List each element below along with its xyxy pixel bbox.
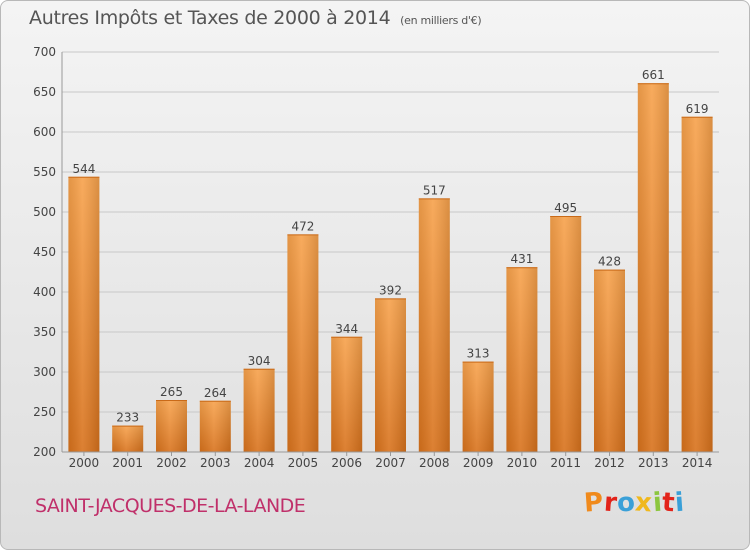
x-tick-label: 2002: [156, 456, 187, 470]
x-tick-label: 2010: [507, 456, 538, 470]
bar-shading: [375, 298, 406, 452]
data-label: 472: [291, 219, 314, 233]
data-label: 661: [642, 68, 665, 82]
data-label: 392: [379, 283, 402, 297]
data-label: 544: [72, 162, 95, 176]
data-label: 431: [510, 252, 533, 266]
data-label: 304: [248, 354, 271, 368]
logo-letter: P: [582, 487, 605, 519]
y-tick-label: 400: [33, 285, 56, 299]
chart-title-unit: (en milliers d'€): [400, 14, 482, 27]
x-tick-label: 2012: [594, 456, 625, 470]
y-tick-label: 350: [33, 325, 56, 339]
bar-shading: [199, 400, 231, 452]
x-tick-label: 2000: [69, 456, 100, 470]
y-tick-label: 550: [33, 165, 56, 179]
bar-shading: [243, 368, 275, 452]
bar-shading: [550, 216, 582, 452]
logo-letter: i: [673, 487, 686, 519]
y-tick-label: 450: [33, 245, 56, 259]
bar-shading: [681, 116, 713, 453]
y-tick-label: 250: [33, 405, 56, 419]
data-label: 344: [335, 322, 358, 336]
y-tick-label: 300: [33, 365, 56, 379]
x-tick-label: 2011: [550, 456, 581, 470]
bar-shading: [418, 198, 450, 452]
x-tick-label: 2014: [682, 456, 713, 470]
bar-shading: [287, 234, 319, 452]
y-tick-label: 650: [33, 85, 56, 99]
y-tick-label: 600: [33, 125, 56, 139]
bar-shading: [331, 336, 363, 452]
logo-letter: x: [634, 487, 654, 519]
data-label: 233: [116, 411, 139, 425]
x-tick-label: 2005: [288, 456, 319, 470]
data-label: 495: [554, 201, 577, 215]
data-label: 517: [423, 183, 446, 197]
x-tick-label: 2004: [244, 456, 275, 470]
bar-shading: [68, 176, 100, 453]
x-tick-label: 2003: [200, 456, 231, 470]
x-tick-label: 2009: [463, 456, 494, 470]
bar-shading: [156, 400, 187, 452]
data-label: 619: [686, 102, 709, 116]
data-label: 265: [160, 385, 183, 399]
town-name: SAINT-JACQUES-DE-LA-LANDE: [35, 495, 306, 517]
x-tick-label: 2007: [375, 456, 406, 470]
data-label: 264: [204, 386, 227, 400]
bar-shading: [594, 269, 625, 452]
x-tick-label: 2013: [638, 456, 669, 470]
bar-shading: [462, 361, 494, 452]
y-tick-label: 200: [33, 445, 56, 459]
y-tick-label: 500: [33, 205, 56, 219]
data-label: 313: [467, 347, 490, 361]
x-tick-label: 2006: [331, 456, 362, 470]
x-tick-label: 2008: [419, 456, 450, 470]
bar-shading: [637, 83, 669, 452]
x-tick-label: 2001: [112, 456, 143, 470]
proxiti-logo: Proxiti: [582, 487, 686, 519]
bar-shading: [112, 425, 144, 452]
chart-title-main: Autres Impôts et Taxes de 2000 à 2014: [29, 7, 391, 29]
y-tick-label: 700: [33, 45, 56, 59]
chart-title: Autres Impôts et Taxes de 2000 à 2014 (e…: [29, 7, 482, 29]
data-label: 428: [598, 255, 621, 269]
bar-shading: [506, 267, 538, 452]
